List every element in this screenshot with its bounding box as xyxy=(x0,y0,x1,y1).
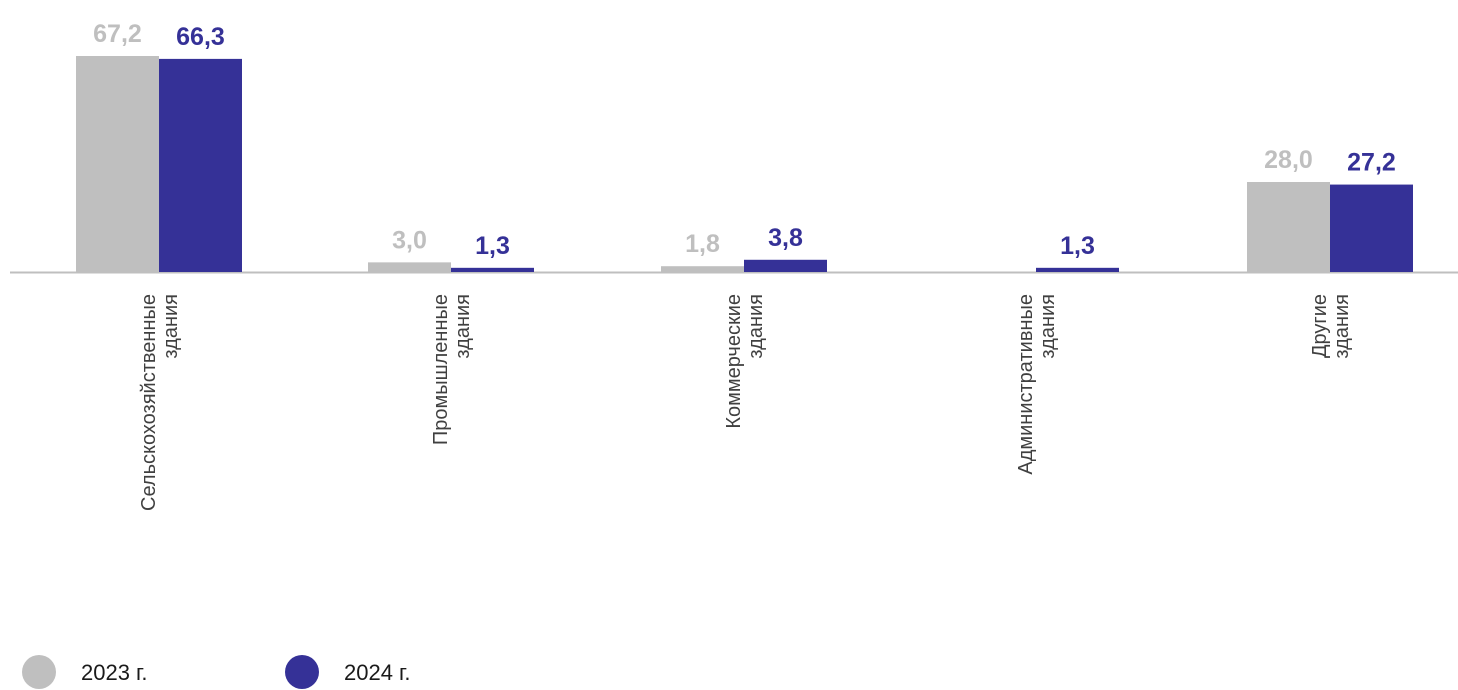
bar-2023-2 xyxy=(661,266,744,272)
data-label-2024-4: 27,2 xyxy=(1347,149,1396,177)
bar-2023-4 xyxy=(1247,182,1330,272)
category-label-3: Административные здания xyxy=(1015,294,1059,475)
category-label-line: Другие xyxy=(1309,294,1331,358)
data-label-2023-0: 67,2 xyxy=(93,20,142,48)
category-label-line: Промышленные xyxy=(430,294,452,445)
bar-2024-2 xyxy=(744,259,827,272)
category-label-0: Сельскохозяйственные здания xyxy=(138,294,182,511)
data-label-2023-2: 1,8 xyxy=(685,230,720,258)
data-label-2023-4: 28,0 xyxy=(1264,146,1313,174)
bar-2023-1 xyxy=(368,262,451,272)
bar-2024-3 xyxy=(1036,267,1119,272)
category-label-4: Другие здания xyxy=(1309,294,1353,359)
category-label-line: здания xyxy=(1331,294,1353,359)
data-label-2024-0: 66,3 xyxy=(176,23,225,51)
data-label-2024-1: 1,3 xyxy=(475,232,510,260)
bar-2024-0 xyxy=(159,58,242,273)
category-label-1: Промышленные здания xyxy=(430,294,474,445)
category-label-line: здания xyxy=(160,294,182,359)
legend-label-2024: 2024 г. xyxy=(344,660,411,685)
legend-marker-2023 xyxy=(22,655,56,689)
category-label-line: здания xyxy=(1037,294,1059,359)
category-label-line: здания xyxy=(745,294,767,359)
category-label-line: Административные xyxy=(1015,294,1037,475)
category-label-line: Коммерческие xyxy=(723,294,745,429)
category-label-line: здания xyxy=(452,294,474,359)
data-label-2024-3: 1,3 xyxy=(1060,232,1095,260)
legend-marker-2024 xyxy=(285,655,319,689)
category-label-2: Коммерческие здания xyxy=(723,294,767,429)
data-label-2024-2: 3,8 xyxy=(768,224,803,252)
bar-2024-4 xyxy=(1330,184,1413,272)
category-label-line: Сельскохозяйственные xyxy=(138,294,160,511)
bar-2023-0 xyxy=(76,56,159,272)
legend-label-2023: 2023 г. xyxy=(81,660,148,685)
data-label-2023-1: 3,0 xyxy=(392,226,427,254)
bar-2024-1 xyxy=(451,267,534,272)
